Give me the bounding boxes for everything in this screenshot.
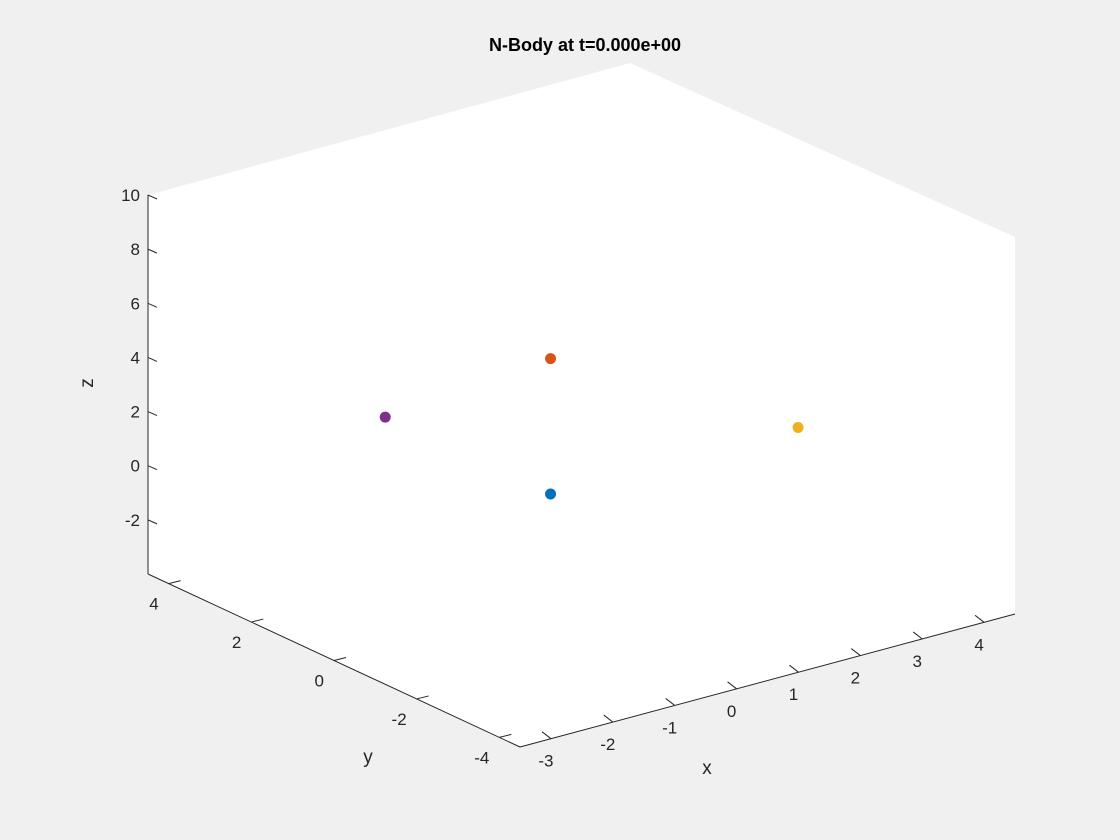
z-tick-label: -2 bbox=[125, 511, 140, 530]
z-axis-label: z bbox=[77, 378, 98, 388]
x-tick-label: -2 bbox=[600, 735, 615, 754]
x-tick-label: -1 bbox=[662, 718, 677, 737]
z-tick-mark bbox=[147, 465, 158, 471]
z-tick-mark bbox=[147, 194, 158, 200]
z-tick-mark bbox=[147, 411, 158, 417]
y-axis-label: y bbox=[363, 747, 373, 768]
y-tick-mark bbox=[333, 657, 347, 661]
axes-background bbox=[148, 63, 1015, 747]
data-point bbox=[545, 353, 557, 365]
y-tick-mark bbox=[499, 733, 512, 738]
x-axis-line bbox=[519, 613, 1016, 748]
x-tick-mark bbox=[603, 714, 614, 723]
x-tick-mark bbox=[665, 698, 675, 706]
x-tick-mark bbox=[727, 681, 737, 690]
z-tick-label: 6 bbox=[131, 294, 140, 313]
z-tick-label: 2 bbox=[131, 403, 140, 422]
x-tick-label: 0 bbox=[727, 702, 736, 721]
y-tick-label: 0 bbox=[315, 672, 324, 691]
x-tick-mark bbox=[851, 648, 861, 656]
x-tick-mark bbox=[974, 614, 985, 623]
data-point bbox=[379, 411, 391, 423]
y-tick-mark bbox=[416, 695, 429, 700]
x-tick-label: 4 bbox=[974, 635, 983, 654]
z-tick-label: 0 bbox=[131, 457, 140, 476]
x-tick-mark bbox=[789, 664, 799, 673]
z-tick-label: 8 bbox=[131, 240, 140, 259]
x-tick-label: 2 bbox=[851, 669, 860, 688]
y-tick-label: 2 bbox=[232, 633, 241, 652]
x-tick-label: 1 bbox=[789, 685, 798, 704]
y-tick-mark bbox=[168, 580, 181, 585]
x-axis-label: x bbox=[702, 758, 712, 779]
data-point bbox=[545, 488, 557, 500]
y-tick-label: -4 bbox=[474, 748, 489, 767]
chart-title: N-Body at t=0.000e+00 bbox=[489, 35, 681, 55]
z-tick-label: 4 bbox=[131, 348, 140, 367]
y-tick-label: -2 bbox=[392, 710, 407, 729]
x-tick-mark bbox=[912, 631, 923, 640]
z-tick-mark bbox=[147, 356, 158, 362]
x-tick-mark bbox=[541, 731, 552, 740]
y-tick-label: 4 bbox=[149, 595, 158, 614]
z-tick-mark bbox=[147, 519, 158, 525]
x-tick-label: -3 bbox=[538, 752, 553, 771]
z-tick-label: 10 bbox=[121, 186, 140, 205]
data-point bbox=[792, 422, 804, 434]
z-tick-mark bbox=[147, 302, 158, 308]
y-tick-mark bbox=[251, 618, 264, 623]
ticks: -3 -2 -1 0 1 2 3 4 -4 -2 0 2 4 -2 0 2 4 6 8 10 bbox=[121, 186, 985, 771]
z-tick-mark bbox=[147, 248, 158, 254]
x-tick-label: 3 bbox=[912, 652, 921, 671]
data-points bbox=[379, 353, 804, 500]
